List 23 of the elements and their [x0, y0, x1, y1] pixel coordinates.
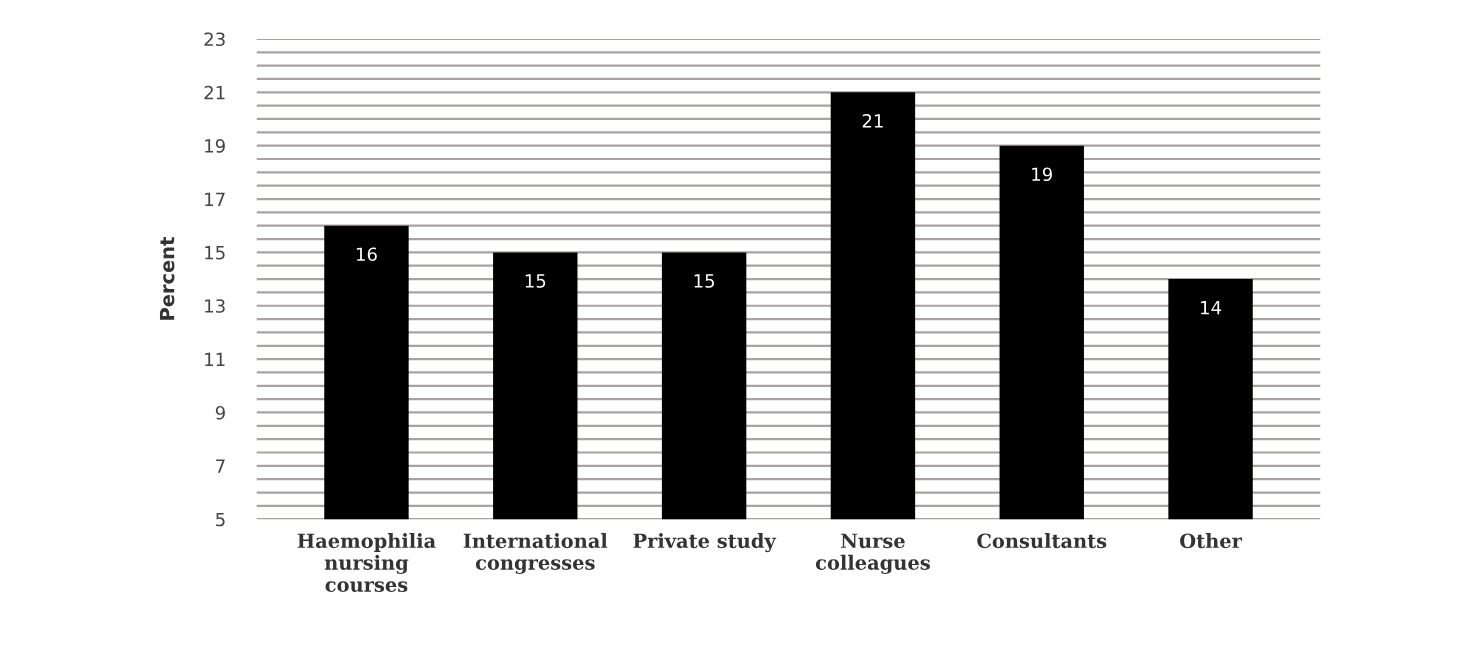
data-label: 14 [1201, 301, 1222, 315]
x-tick-label: Haemophilia nursing courses [297, 533, 436, 592]
x-tick-label: Other [1180, 533, 1243, 549]
data-label: 19 [1032, 167, 1052, 182]
y-tick-label: 19 [205, 139, 225, 153]
y-tick-label: 11 [205, 352, 225, 366]
y-tick-label: 21 [204, 85, 225, 100]
x-tick-label: Private study [633, 533, 777, 553]
y-axis-title: Percent [159, 237, 175, 320]
y-tick-label: 5 [216, 512, 225, 527]
x-tick-label: International congresses [463, 533, 608, 574]
y-tick-label: 23 [204, 32, 225, 47]
x-tick-label: Consultants [977, 533, 1107, 549]
y-tick-label: 9 [215, 405, 225, 420]
y-tick-label: 15 [205, 246, 225, 260]
data-label: 16 [356, 247, 377, 262]
y-tick-label: 17 [205, 192, 225, 206]
data-label: 21 [862, 114, 883, 128]
y-tick-label: 13 [205, 299, 225, 313]
y-tick-label: 7 [216, 459, 225, 473]
data-label: 15 [694, 274, 715, 288]
data-label: 15 [525, 274, 546, 288]
x-tick-label: Nurse colleagues [815, 533, 930, 574]
